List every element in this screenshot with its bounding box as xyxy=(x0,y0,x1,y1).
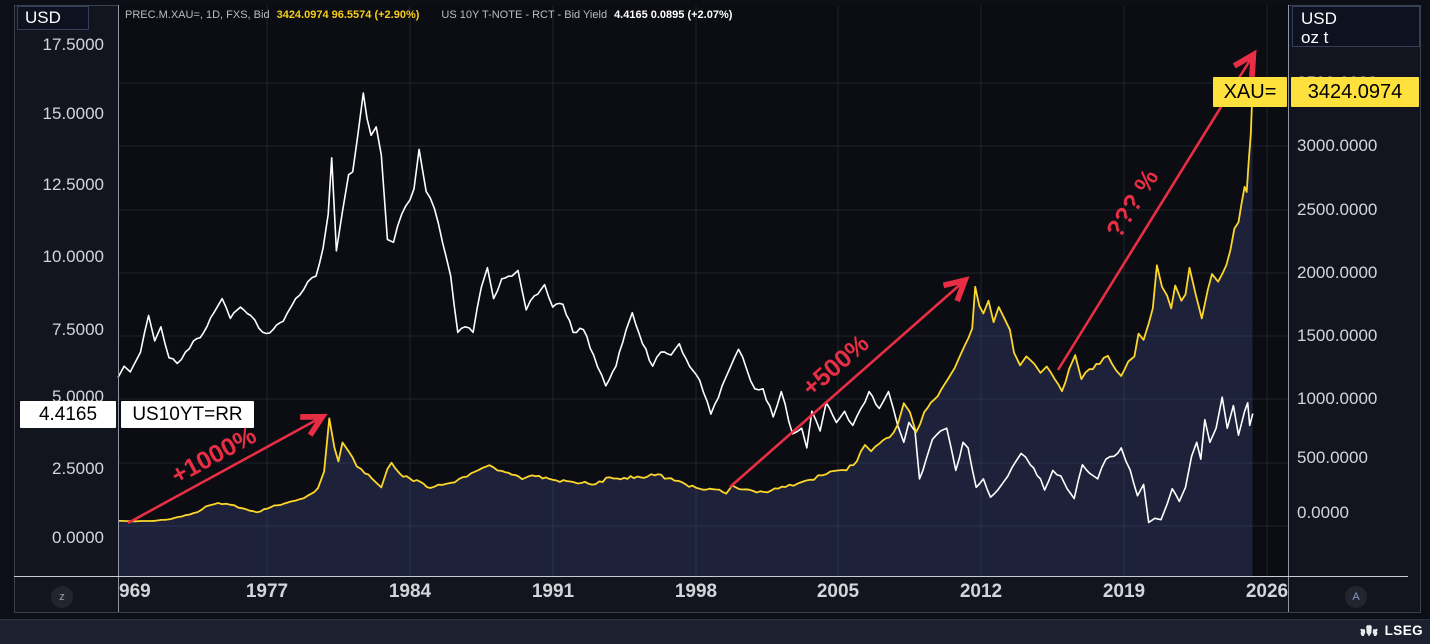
axis-lines xyxy=(14,5,1408,612)
legend-us10y-label[interactable]: US 10Y T-NOTE - RCT - Bid Yield xyxy=(441,9,608,21)
gold-price-line[interactable] xyxy=(118,92,1254,523)
us10y-last-price-tag: 4.4165 xyxy=(20,401,116,428)
right-axis-tick: 0.0000 xyxy=(1297,503,1349,522)
right-axis-unit-line2: oz t xyxy=(1301,28,1329,47)
gold-area-fill xyxy=(118,92,1253,576)
xau-last-price-tag: 3424.0974 xyxy=(1291,77,1419,107)
right-axis-tick: 500.0000 xyxy=(1297,448,1368,467)
us10y-ric-tag: US10YT=RR xyxy=(121,401,254,428)
legend-xau-values[interactable]: 3424.0974 96.5574 (+2.90%) xyxy=(276,9,420,21)
trend-arrow xyxy=(1056,49,1257,371)
left-axis-tick: 7.5000 xyxy=(52,320,104,339)
left-axis-unit-label: USD xyxy=(25,8,61,27)
right-axis-tick: 3000.0000 xyxy=(1297,136,1378,155)
status-bar: LSEG xyxy=(0,619,1430,644)
right-axis-tick: 2500.0000 xyxy=(1297,200,1378,219)
xau-ric-tag: XAU= xyxy=(1213,77,1287,107)
gridlines xyxy=(118,6,1288,576)
legend: PREC.M.XAU=, 1D, FXS, Bid 3424.0974 96.5… xyxy=(125,9,732,21)
us10y-yield-line[interactable] xyxy=(117,92,1254,524)
left-axis-unit-box[interactable]: USD xyxy=(17,6,89,30)
right-axis-unit-box[interactable]: USD oz t xyxy=(1292,6,1420,47)
trend-arrow xyxy=(729,276,970,488)
left-axis-tick: 10.0000 xyxy=(42,247,104,266)
legend-us10y-values[interactable]: 4.4165 0.0895 (+2.07%) xyxy=(614,9,733,21)
right-axis-tick: 1500.0000 xyxy=(1297,326,1378,345)
right-axis-tick: 1000.0000 xyxy=(1297,389,1378,408)
left-axis-tick: 15.0000 xyxy=(42,104,104,123)
lseg-logo-text: LSEG xyxy=(1384,623,1423,638)
left-axis-tick: 17.5000 xyxy=(42,35,104,54)
left-axis-tick: 12.5000 xyxy=(42,175,104,194)
zoom-button[interactable]: z xyxy=(51,586,73,608)
left-axis-tick: 0.0000 xyxy=(52,528,104,547)
right-axis-tick: 2000.0000 xyxy=(1297,263,1378,282)
lseg-crest-icon xyxy=(1360,624,1378,637)
series-layer xyxy=(117,92,1254,576)
auto-scale-button[interactable]: A xyxy=(1345,586,1367,608)
left-axis-tick: 2.5000 xyxy=(52,459,104,478)
right-axis-unit-line1: USD xyxy=(1301,9,1337,28)
lseg-logo: LSEG xyxy=(1358,623,1423,638)
trend-arrow xyxy=(127,413,328,525)
legend-xau-label[interactable]: PREC.M.XAU=, 1D, FXS, Bid xyxy=(125,9,270,21)
annotation-arrows xyxy=(127,49,1257,525)
plot-background[interactable] xyxy=(118,5,1288,577)
